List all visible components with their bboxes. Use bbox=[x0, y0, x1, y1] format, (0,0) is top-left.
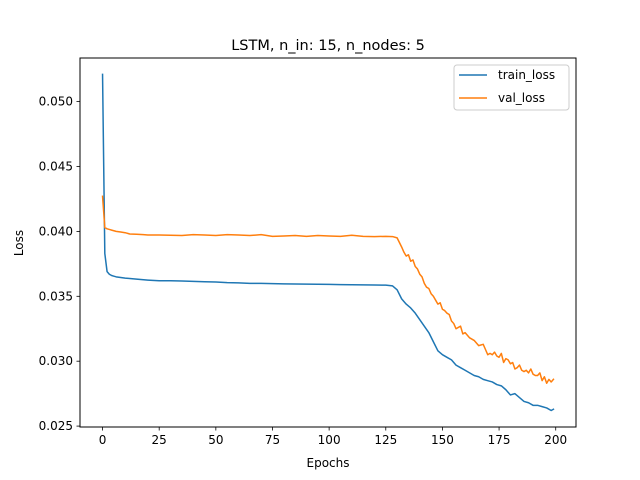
x-axis-ticks: 0 25 50 75 100 125 150 175 200 bbox=[99, 427, 567, 447]
legend: train_loss val_loss bbox=[453, 64, 570, 111]
x-tick-label: 75 bbox=[265, 433, 280, 447]
x-tick-label: 0 bbox=[99, 433, 107, 447]
series-line-train-loss bbox=[101, 73, 555, 412]
y-tick-label: 0.045 bbox=[39, 160, 73, 174]
legend-label-val-loss: val_loss bbox=[498, 91, 545, 105]
y-axis-ticks: 0.025 0.030 0.035 0.040 0.045 0.050 bbox=[39, 95, 80, 433]
chart-title: LSTM, n_in: 15, n_nodes: 5 bbox=[231, 38, 425, 54]
x-tick-label: 125 bbox=[374, 433, 397, 447]
x-tick-label: 175 bbox=[488, 433, 511, 447]
y-tick-label: 0.030 bbox=[39, 354, 73, 368]
x-tick-label: 150 bbox=[431, 433, 454, 447]
y-tick-label: 0.050 bbox=[39, 95, 73, 109]
x-tick-label: 100 bbox=[318, 433, 341, 447]
y-tick-label: 0.040 bbox=[39, 224, 73, 238]
y-axis-title: Loss bbox=[12, 230, 26, 256]
y-tick-label: 0.025 bbox=[39, 419, 73, 433]
series-line-val-loss bbox=[101, 195, 555, 385]
x-axis-title: Epochs bbox=[307, 456, 350, 470]
y-tick-label: 0.035 bbox=[39, 289, 73, 303]
legend-label-train-loss: train_loss bbox=[498, 68, 555, 82]
plot-frame bbox=[79, 57, 577, 428]
series-layer bbox=[101, 73, 555, 412]
x-tick-label: 200 bbox=[544, 433, 567, 447]
x-tick-label: 25 bbox=[152, 433, 167, 447]
x-tick-label: 50 bbox=[208, 433, 223, 447]
